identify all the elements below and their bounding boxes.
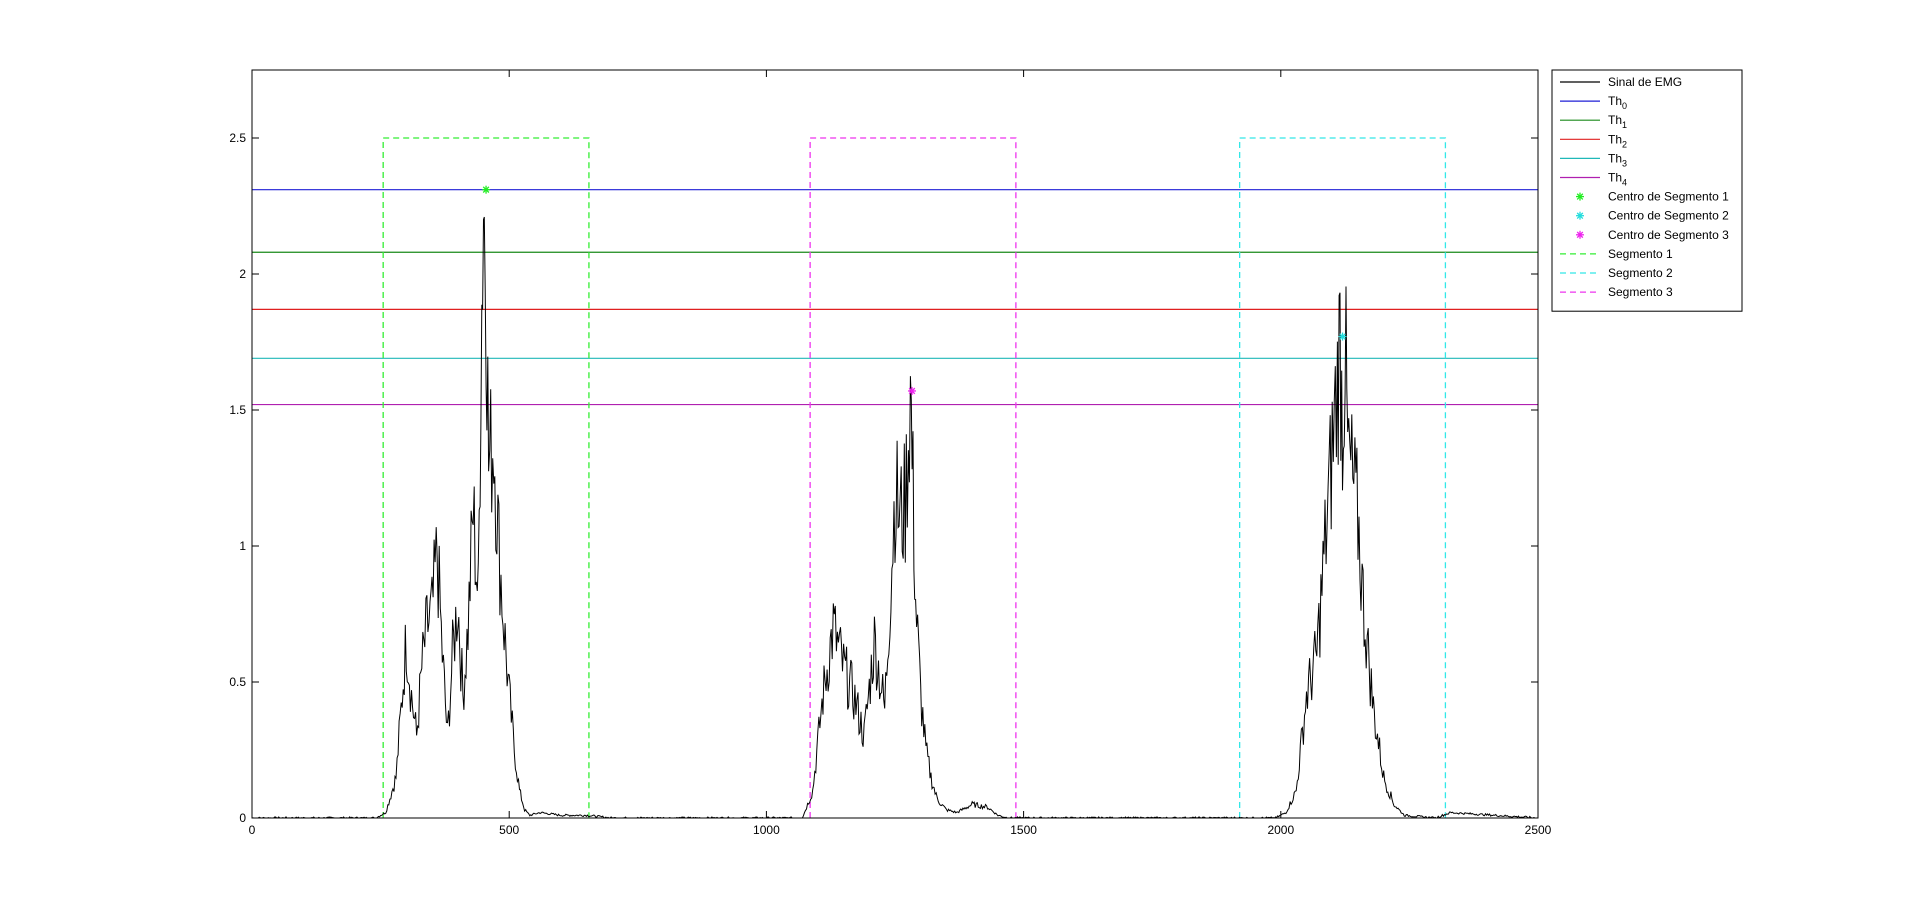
plot-content — [252, 137, 1538, 818]
legend-label: Sinal de EMG — [1608, 75, 1682, 89]
asterisk-stroke — [482, 186, 490, 193]
x-tick-label: 0 — [249, 823, 256, 837]
y-tick-label: 2.5 — [229, 131, 246, 145]
y-tick-label: 2 — [239, 267, 246, 281]
legend-item-emg: Sinal de EMG — [1560, 75, 1682, 89]
segment-center-marker-3 — [907, 386, 916, 395]
x-tick-label: 2000 — [1267, 823, 1294, 837]
asterisk-stroke — [1339, 333, 1346, 340]
legend-item-segment-2: Segmento 2 — [1560, 266, 1673, 280]
legend-item-segment-1: Segmento 1 — [1560, 247, 1673, 261]
asterisk-stroke — [1576, 231, 1584, 239]
plot-area: 0 500 1000 1500 2000 2500 0 0.5 1 1.5 2 2.5 — [229, 69, 1552, 837]
y-tick-label: 1.5 — [229, 403, 246, 417]
segment-center-marker-1 — [482, 185, 491, 194]
legend-item-segment-3: Segmento 3 — [1560, 285, 1673, 299]
legend-label: Centro de Segmento 2 — [1608, 209, 1729, 223]
legend-label: Centro de Segmento 3 — [1608, 228, 1729, 242]
legend-item-center-3: Centro de Segmento 3 — [1576, 228, 1729, 242]
asterisk-stroke — [1576, 212, 1584, 219]
axes-box — [251, 69, 1539, 819]
x-tick-label: 1000 — [753, 823, 780, 837]
x-tick-label: 500 — [499, 823, 519, 837]
legend-label-subscript: 0 — [1622, 101, 1627, 111]
emg-signal-line — [252, 216, 1538, 818]
legend-label-subscript: 2 — [1622, 139, 1627, 149]
legend-item-center-1: Centro de Segmento 1 — [1576, 190, 1729, 204]
legend-item-center-2: Centro de Segmento 2 — [1576, 209, 1729, 223]
legend-label-subscript: 4 — [1622, 178, 1627, 188]
legend-box — [1551, 69, 1743, 312]
legend-label-subscript: 3 — [1622, 158, 1627, 168]
legend-label-subscript: 1 — [1622, 120, 1627, 130]
legend-label: Segmento 1 — [1608, 247, 1673, 261]
segment-box-2 — [1239, 137, 1447, 818]
y-tick-label: 0.5 — [229, 675, 246, 689]
x-tick-label: 1500 — [1010, 823, 1037, 837]
x-tick-label: 2500 — [1525, 823, 1552, 837]
y-tick-label: 1 — [239, 539, 246, 553]
legend-label: Segmento 2 — [1608, 266, 1673, 280]
asterisk-stroke — [908, 387, 916, 395]
y-tick-label: 0 — [239, 811, 246, 825]
segment-box-1 — [382, 137, 590, 818]
segment-box-3 — [809, 137, 1017, 818]
segment-center-marker-2 — [1338, 332, 1347, 341]
asterisk-stroke — [1576, 193, 1584, 200]
legend-label: Segmento 3 — [1608, 285, 1673, 299]
legend-label: Centro de Segmento 1 — [1608, 190, 1729, 204]
